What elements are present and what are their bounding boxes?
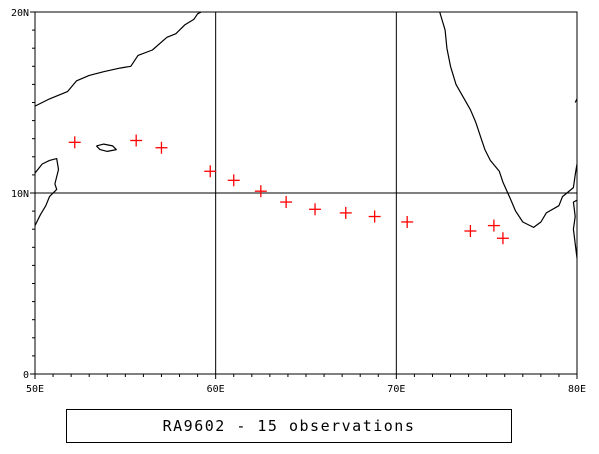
coastline [572, 199, 578, 259]
observation-marker [227, 174, 240, 187]
observation-marker [280, 196, 293, 209]
observation-marker [254, 185, 267, 198]
observation-marker [496, 232, 509, 245]
observation-marker [204, 165, 217, 178]
y-tick-label: 0 [23, 370, 29, 381]
observation-marker [464, 225, 477, 238]
coastline [34, 11, 202, 107]
y-tick-label: 20N [11, 8, 29, 19]
caption-text: RA9602 - 15 observations [162, 417, 416, 435]
x-tick-label: 80E [568, 384, 586, 395]
observation-marker [401, 215, 414, 228]
coastline [34, 158, 60, 226]
observation-marker [368, 210, 381, 223]
observation-marker [68, 136, 81, 149]
x-tick-label: 60E [207, 384, 225, 395]
observation-marker [487, 219, 500, 232]
x-tick-label: 70E [387, 384, 405, 395]
coastline [95, 143, 117, 152]
observation-marker [130, 134, 143, 147]
observation-marker [339, 206, 352, 219]
y-tick-label: 10N [11, 189, 29, 200]
x-tick-label: 50E [26, 384, 44, 395]
observation-marker [309, 203, 322, 216]
coastline [439, 11, 578, 228]
caption-box: RA9602 - 15 observations [66, 409, 512, 443]
observation-marker [155, 141, 168, 154]
